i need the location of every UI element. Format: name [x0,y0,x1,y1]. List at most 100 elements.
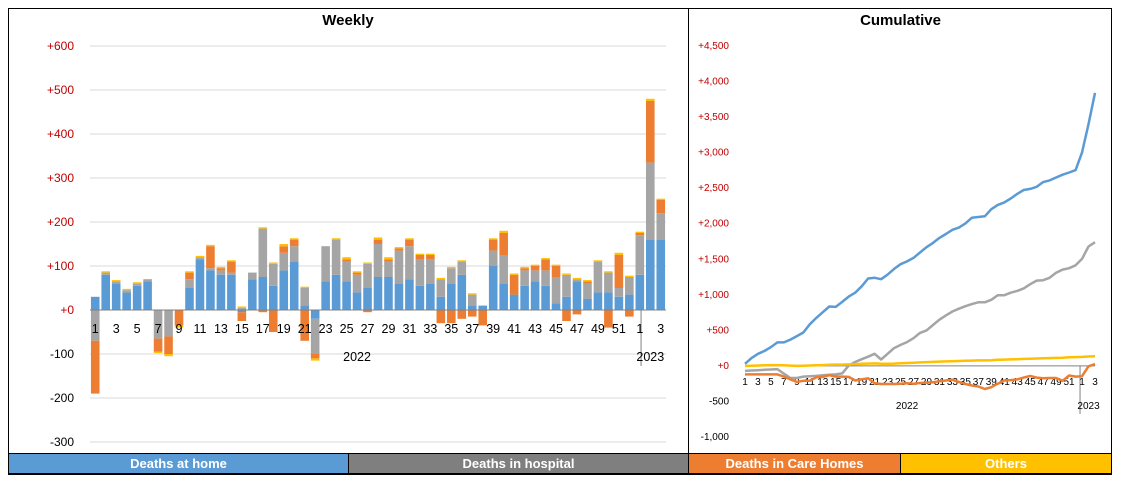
y-tick-label: -300 [50,435,74,449]
bar [625,310,634,317]
series-line [744,92,1097,365]
bar [467,294,477,306]
bar [593,292,603,310]
bar [635,233,645,236]
bar [541,258,550,260]
y-tick-label: +3,500 [698,112,729,123]
y-tick-label: +500 [706,325,729,336]
bar [300,310,309,341]
year-label: 2022 [343,350,371,364]
bar [426,253,435,255]
bar [645,162,655,240]
year-label: 2023 [1077,401,1100,412]
bar [206,246,215,269]
y-tick-label: +300 [47,171,74,185]
bar [551,266,561,277]
bar [237,306,247,308]
bar [153,351,163,354]
bar [405,246,414,280]
bar [342,281,351,310]
bar [614,288,624,297]
x-tick-label: 43 [1012,377,1024,388]
legend-others: Others [900,453,1112,474]
bar [279,244,289,247]
series-line [744,241,1096,380]
bar [185,279,194,288]
cumulative-panel: Cumulative -1,000 -500 +0 +500 +1,000 +1,500 +… [689,8,1112,453]
legend-deaths-in-hospital: Deaths in hospital [348,453,689,474]
y-tick-label: +0 [718,361,730,372]
bar [164,336,173,354]
bar [656,213,666,240]
x-tick-label: 5 [134,322,141,336]
bar [268,263,278,286]
bar [279,246,289,253]
bar [457,274,467,310]
bar [645,98,655,101]
y-tick-label: -1,000 [701,432,730,443]
bar [509,273,519,275]
x-tick-label: 25 [340,322,354,336]
bar [248,279,257,310]
y-tick-label: +2,500 [698,183,729,194]
bar [363,262,372,264]
x-tick-label: 15 [235,322,249,336]
x-tick-label: 27 [908,377,920,388]
bar [614,255,624,288]
bar [101,272,111,275]
bar [530,281,540,310]
x-tick-label: 35 [960,377,972,388]
x-tick-label: 1 [636,322,643,336]
x-tick-label: 51 [612,322,626,336]
bar [258,310,268,313]
x-tick-label: 3 [755,377,761,388]
bar [342,259,351,262]
bar [625,294,634,310]
bar [111,281,121,284]
x-tick-label: 41 [999,377,1011,388]
bar [195,255,205,258]
x-tick-label: 15 [830,377,842,388]
bar [530,266,540,271]
bar [457,310,467,319]
bar [488,238,498,240]
bar [384,277,393,310]
x-tick-label: 3 [1092,377,1098,388]
bar [195,259,205,310]
bar [509,294,519,310]
x-tick-label: 7 [781,377,787,388]
bar [572,279,582,282]
bar [227,260,236,262]
bar [562,273,571,275]
bar [373,239,383,244]
legend-deaths-in-care-homes: Deaths in Care Homes [688,453,901,474]
bar [415,259,425,286]
bar [352,292,362,310]
bar [216,266,226,269]
x-tick-label: 29 [382,322,396,336]
bar [373,277,383,310]
bar [520,268,529,271]
x-tick-label: 37 [973,377,985,388]
bar [604,272,613,293]
bar [101,271,111,273]
bar [604,310,613,328]
bar [593,261,603,293]
cumulative-chart: -1,000 -500 +0 +500 +1,000 +1,500 +2,000 +2,500… [698,41,1100,443]
bar [153,338,163,352]
bar [237,307,247,310]
x-tick-label: 11 [805,377,816,388]
bar [551,277,561,304]
x-tick-label: 47 [1038,377,1050,388]
y-tick-label: +1,500 [698,254,729,265]
y-tick-label: +4,000 [698,77,729,88]
bar [394,247,404,249]
x-tick-label: 1 [92,322,99,336]
bar [488,266,498,310]
y-tick-label: -100 [50,347,74,361]
y-tick-label: -200 [50,391,74,405]
bar [394,248,404,251]
bar [447,266,456,269]
x-tick-label: 13 [214,322,228,336]
